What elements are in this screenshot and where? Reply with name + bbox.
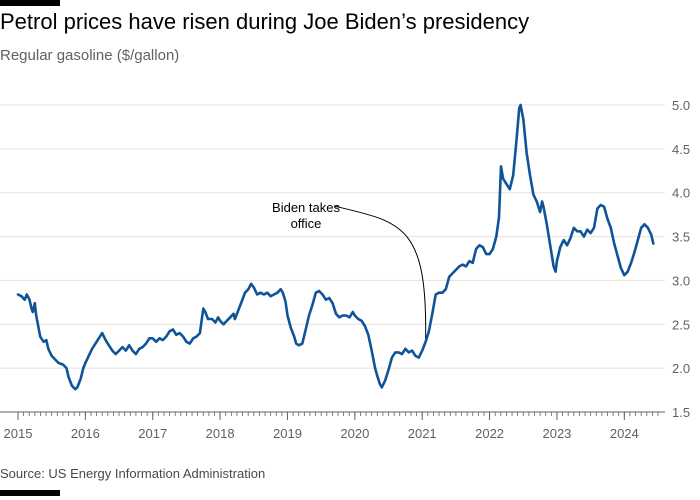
x-axis: 2015 2016 2017 2018 2019 2020 2021 2022 2023 2024 [0, 411, 665, 441]
series-line-gasoline-price [16, 103, 655, 391]
x-tick-label: 2017 [138, 426, 167, 441]
annotation-label: office [291, 216, 322, 231]
x-tick-label: 2016 [71, 426, 100, 441]
x-tick-label: 2015 [4, 426, 33, 441]
chart-title: Petrol prices have risen during Joe Bide… [0, 9, 530, 34]
x-tick-label: 2018 [206, 426, 235, 441]
y-tick-label: 4.0 [672, 186, 690, 201]
y-axis: 1.5 2.0 2.5 3.0 3.5 4.0 4.5 5.0 [672, 98, 690, 420]
y-tick-label: 2.0 [672, 361, 690, 376]
series-layer [16, 103, 655, 391]
x-tick-label: 2019 [273, 426, 302, 441]
annotation-label: Biden takes [272, 200, 340, 215]
annotation-leader-line [333, 205, 427, 340]
brand-bottom-bar [0, 490, 60, 496]
x-tick-label: 2022 [475, 426, 504, 441]
gridlines [0, 104, 665, 369]
y-tick-label: 4.5 [672, 142, 690, 157]
x-tick-label: 2021 [408, 426, 437, 441]
y-tick-label: 1.5 [672, 405, 690, 420]
brand-top-bar [0, 0, 60, 6]
chart-source: Source: US Energy Information Administra… [0, 466, 266, 481]
y-tick-label: 3.5 [672, 230, 690, 245]
x-tick-label: 2023 [542, 426, 571, 441]
y-tick-label: 3.0 [672, 273, 690, 288]
y-tick-label: 5.0 [672, 98, 690, 113]
y-tick-label: 2.5 [672, 317, 690, 332]
x-tick-label: 2020 [340, 426, 369, 441]
chart-subtitle: Regular gasoline ($/gallon) [0, 47, 180, 64]
x-tick-label: 2024 [610, 426, 639, 441]
